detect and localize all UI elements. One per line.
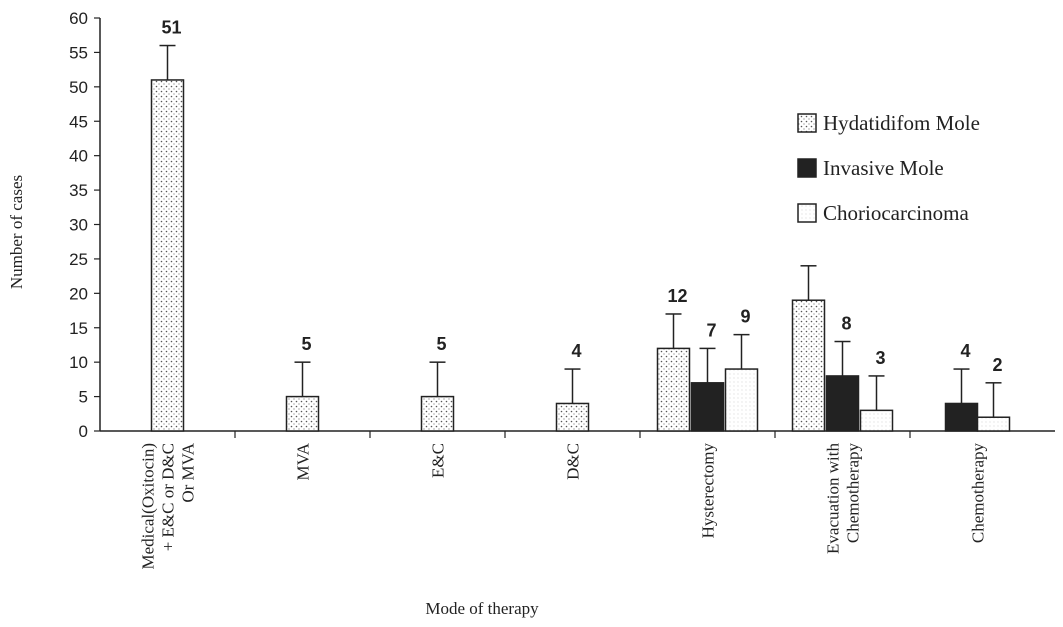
y-tick-label: 50 (69, 78, 88, 97)
data-label: 12 (667, 286, 687, 306)
x-category-label: Hysterectomy (699, 443, 718, 539)
x-category-label: Chemotherapy (969, 443, 988, 544)
x-category-label-line: D&C (564, 443, 583, 480)
data-label: 7 (706, 320, 716, 340)
data-label: 51 (161, 18, 181, 38)
data-label: 4 (571, 341, 581, 361)
y-tick-label: 25 (69, 250, 88, 269)
x-category-label-line: MVA (294, 442, 313, 480)
y-tick-label: 20 (69, 284, 88, 303)
legend-label: Invasive Mole (823, 156, 944, 180)
bar (944, 402, 979, 432)
bar (724, 368, 759, 432)
bar (150, 79, 185, 432)
y-tick-label: 40 (69, 147, 88, 166)
bar (285, 395, 320, 432)
y-tick-label: 10 (69, 353, 88, 372)
y-axis-title: Number of cases (7, 175, 26, 289)
data-label: 5 (436, 334, 446, 354)
data-label: 5 (301, 334, 311, 354)
axes: 051015202530354045505560Medical(Oxitocin… (69, 9, 1055, 570)
y-tick-label: 0 (79, 422, 88, 441)
x-category-label: E&C (429, 443, 448, 478)
x-category-label: D&C (564, 443, 583, 480)
bar (976, 416, 1011, 432)
data-labels: 51 5 5 4 12 7 9 8 3 4 2 (161, 18, 1002, 375)
bar (420, 395, 455, 432)
bars (150, 44, 1011, 432)
y-tick-label: 15 (69, 319, 88, 338)
legend: Hydatidifom Mole Invasive Mole Choriocarci… (797, 111, 980, 225)
y-tick-label: 60 (69, 9, 88, 28)
y-tick-label: 30 (69, 216, 88, 235)
data-label: 4 (960, 341, 970, 361)
x-category-label-line: Hysterectomy (699, 443, 718, 539)
data-label: 9 (740, 307, 750, 327)
data-label: 2 (992, 355, 1002, 375)
x-axis-title: Mode of therapy (425, 599, 539, 618)
bar (690, 382, 725, 432)
legend-swatch (797, 158, 817, 178)
legend-label: Choriocarcinoma (823, 201, 969, 225)
x-category-label-line: Chemotherapy (969, 443, 988, 544)
bar (555, 402, 590, 432)
bar (859, 409, 894, 432)
x-category-label-line: + E&C or D&C (159, 443, 178, 551)
x-category-label-line: Medical(Oxitocin) (139, 443, 158, 570)
bar (656, 347, 691, 432)
legend-label: Hydatidifom Mole (823, 111, 980, 135)
x-category-label: MVA (294, 442, 313, 480)
x-category-label-line: Chemotherapy (844, 443, 863, 544)
bar (825, 375, 860, 432)
x-category-label-line: Or MVA (179, 442, 198, 502)
data-label: 3 (875, 348, 885, 368)
y-tick-label: 45 (69, 112, 88, 131)
x-category-label: Medical(Oxitocin) + E&C or D&C Or MVA (139, 442, 198, 569)
y-tick-label: 5 (79, 388, 88, 407)
bar (791, 299, 826, 432)
legend-swatch (797, 203, 817, 223)
x-category-label: Evacuation with Chemotherapy (824, 443, 863, 554)
y-tick-label: 35 (69, 181, 88, 200)
y-tick-label: 55 (69, 43, 88, 62)
x-category-label-line: E&C (429, 443, 448, 478)
x-category-label-line: Evacuation with (824, 443, 843, 554)
data-label: 8 (841, 314, 851, 334)
legend-swatch (797, 113, 817, 133)
